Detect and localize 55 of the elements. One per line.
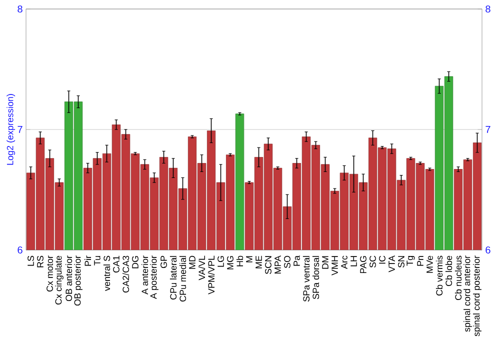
- x-tick-label: IC: [379, 256, 386, 264]
- y-tick-label: 8: [18, 5, 22, 13]
- x-tick-label: Arc: [341, 256, 348, 269]
- y-tick-label: 6: [18, 246, 22, 254]
- x-tick-label: Tg: [406, 256, 415, 266]
- x-tick-label: MD: [189, 256, 196, 269]
- x-tick-label: DM: [322, 256, 328, 269]
- x-tick-label: DG: [132, 256, 138, 268]
- x-tick-label: M: [246, 256, 252, 262]
- x-tick-label: spinal cord anterior: [464, 256, 472, 332]
- x-tick-label: GP: [160, 256, 167, 268]
- x-tick-label: VMH: [332, 256, 338, 276]
- x-tick-label: SPa ventral: [302, 256, 310, 302]
- y2-tick-label: 6: [486, 246, 490, 254]
- x-tick-label: A anterior: [141, 256, 148, 294]
- x-tick-label: OB posterior: [74, 256, 82, 306]
- x-tick-label: ventral S: [103, 256, 110, 291]
- x-tick-label: Tu: [94, 256, 100, 266]
- y2-tick-label: 8: [486, 5, 490, 13]
- x-tick-label: VPM/VPL: [208, 256, 215, 294]
- x-tick-label: LS: [28, 256, 34, 266]
- x-tick-label: Pn: [417, 256, 424, 266]
- x-tick-label: CPu lateral: [170, 256, 177, 300]
- x-tick-label: SC: [370, 256, 376, 268]
- x-tick-label: Cx motor: [46, 256, 53, 292]
- y-tick-label: 7: [18, 126, 22, 133]
- x-tick-label: spinal cord posterior: [473, 256, 482, 336]
- x-tick-label: RS: [37, 256, 44, 268]
- x-tick-label: Cb vermis: [436, 256, 443, 296]
- x-tick-label: CA2/CA3: [122, 256, 130, 293]
- x-tick-label: SPa dorsal: [312, 256, 320, 300]
- x-tick-label: CPu medial: [179, 256, 186, 302]
- x-tick-label: PAG: [360, 256, 366, 274]
- x-tick-label: Cb lobe: [445, 256, 452, 286]
- x-tick-label: A posterior: [150, 256, 158, 299]
- x-tick-label: Cb nucleus: [454, 256, 462, 300]
- y-axis-title: Log2 (expression): [6, 94, 16, 165]
- x-tick-label: Cx cingulate: [55, 256, 64, 305]
- x-tick-label: LH: [350, 256, 357, 266]
- x-tick-label: Pir: [84, 256, 92, 266]
- x-tick-label: VA/VL: [198, 256, 206, 280]
- x-tick-label: MVe: [426, 256, 433, 273]
- x-tick-label: SN: [398, 256, 404, 268]
- y2-tick-label: 7: [486, 126, 490, 133]
- x-tick-label: SO: [284, 256, 290, 268]
- x-tick-label: MPA: [274, 255, 281, 274]
- x-tick-label: SCN: [265, 256, 272, 274]
- x-tick-label: CA1: [113, 256, 120, 273]
- x-tick-label: ME: [256, 256, 262, 268]
- x-tick-label: Pa: [294, 255, 300, 266]
- x-tick-label: OB anterior: [65, 256, 72, 302]
- x-tick-label: LG: [218, 256, 224, 267]
- x-tick-label: Hb: [236, 256, 244, 266]
- x-tick-label: VTA: [388, 255, 395, 272]
- x-tick-label: MG: [227, 256, 234, 270]
